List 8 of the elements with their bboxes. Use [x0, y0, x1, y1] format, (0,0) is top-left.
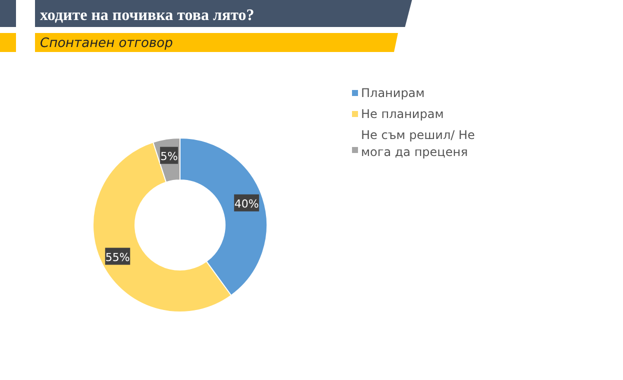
data-label: 5% — [160, 150, 178, 163]
chart-subtitle: Спонтанен отговор — [40, 36, 173, 51]
legend-label: Планирам — [361, 86, 425, 100]
data-label: 55% — [105, 250, 130, 264]
data-label: 40% — [234, 197, 259, 210]
legend-label: Не съм решил/ Не мога да преценя — [361, 128, 475, 159]
legend-label: Не планирам — [361, 107, 444, 121]
chart-title: ходите на почивка това лято? — [40, 7, 254, 24]
